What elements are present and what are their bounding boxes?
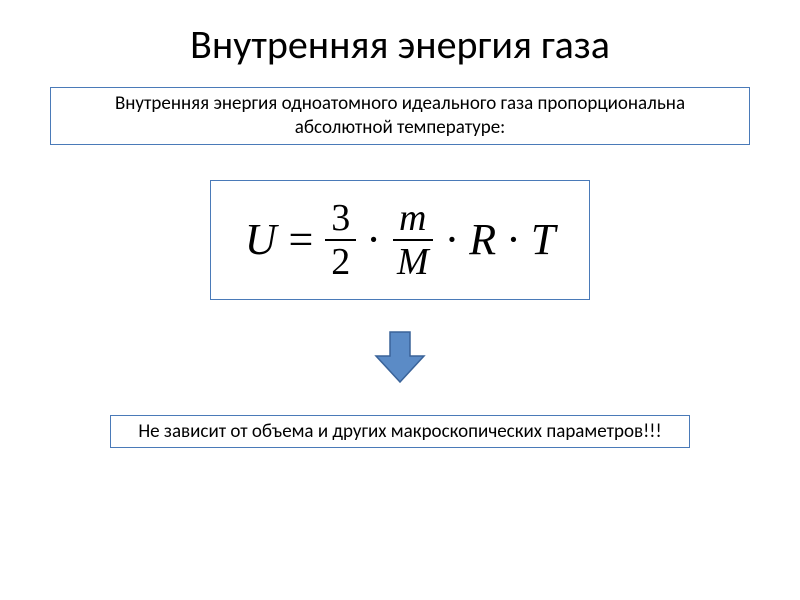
frac1-num: 3 (325, 199, 356, 241)
conclusion-box: Не зависит от объема и других макроскопи… (110, 415, 690, 449)
formula-box: U = 3 2 · m M · R · T (210, 180, 590, 300)
formula: U = 3 2 · m M · R · T (245, 199, 556, 281)
conclusion-text: Не зависит от объема и других макроскопи… (138, 420, 661, 443)
fraction-m-M: m M (391, 199, 435, 281)
fraction-3-2: 3 2 (325, 199, 356, 281)
formula-lhs: U (245, 214, 277, 265)
equals-sign: = (288, 214, 313, 265)
description-box: Внутренняя энергия одноатомного идеально… (50, 87, 750, 145)
multiply-dot-1: · (366, 214, 381, 265)
description-text: Внутренняя энергия одноатомного идеально… (115, 92, 685, 139)
multiply-dot-3: · (506, 214, 521, 265)
arrow-container (40, 330, 760, 390)
frac2-num: m (393, 199, 432, 241)
frac2-den: M (391, 241, 435, 281)
frac1-den: 2 (325, 241, 356, 281)
page-title: Внутренняя энергия газа (40, 20, 760, 69)
down-arrow-icon (370, 330, 430, 390)
multiply-dot-2: · (445, 214, 460, 265)
formula-T: T (531, 214, 555, 265)
formula-R: R (469, 214, 496, 265)
